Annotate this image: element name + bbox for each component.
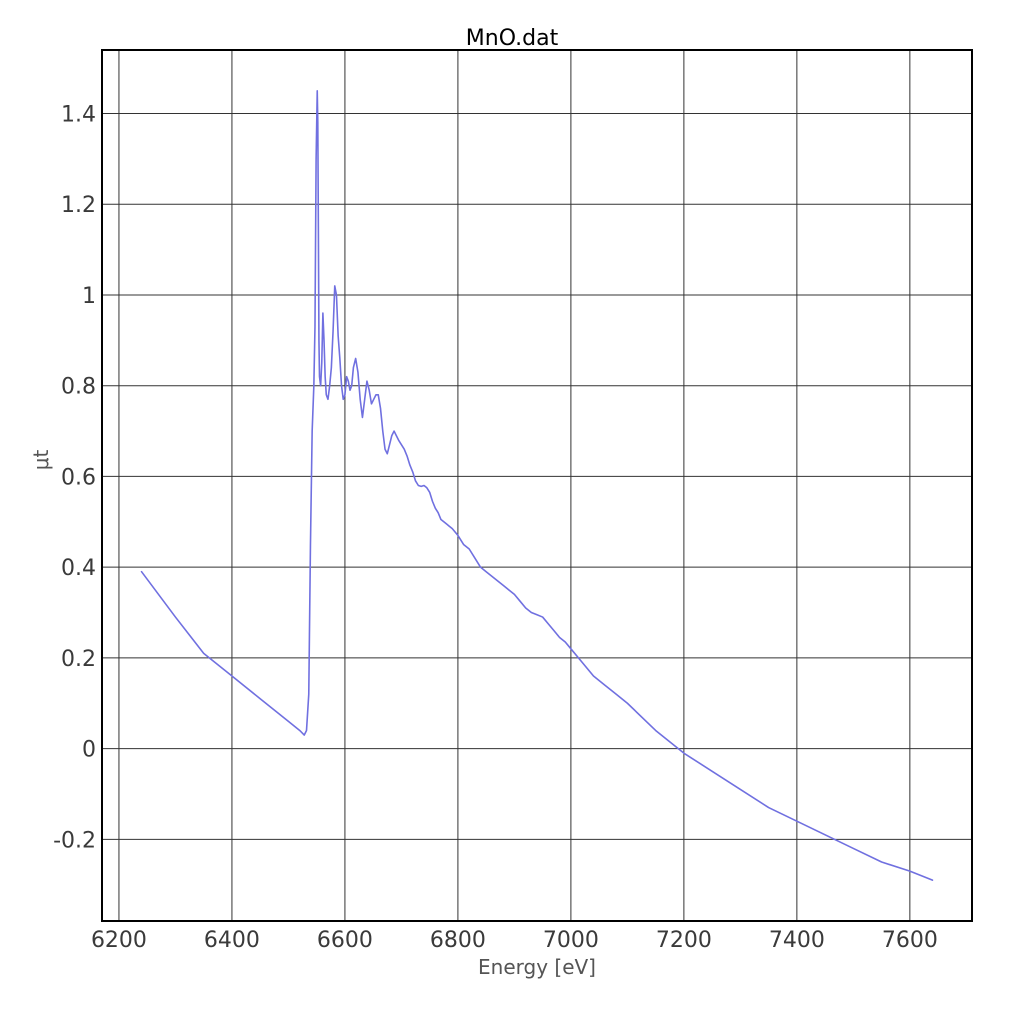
plot-frame [101, 49, 973, 922]
y-axis-title: μt [29, 450, 53, 471]
y-tick-label: 0.6 [61, 465, 96, 490]
series-line [140, 90, 934, 881]
y-tick-label: 1.2 [61, 193, 96, 218]
x-axis-title: Energy [eV] [478, 955, 596, 979]
x-tick-label: 6800 [430, 928, 486, 953]
y-tick-label: 0.8 [61, 375, 96, 400]
plot-area [140, 90, 934, 881]
y-tick-label: 0 [82, 738, 96, 763]
y-tick-label: 0.4 [61, 556, 96, 581]
chart-title: MnO.dat [466, 26, 559, 51]
x-tick-label: 6600 [317, 928, 373, 953]
y-tick-label: -0.2 [53, 828, 96, 853]
grid [102, 50, 972, 921]
x-tick-label: 6200 [91, 928, 147, 953]
y-tick-label: 1.4 [61, 103, 96, 128]
x-tick-label: 6400 [204, 928, 260, 953]
y-tick-label: 0.2 [61, 647, 96, 672]
x-tick-label: 7000 [543, 928, 599, 953]
y-tick-label: 1 [82, 284, 96, 309]
y-axis: -0.2 0 0.2 0.4 0.6 0.8 1 1.2 1.4 [53, 103, 96, 854]
x-tick-label: 7400 [769, 928, 825, 953]
x-tick-label: 7600 [882, 928, 938, 953]
x-tick-label: 7200 [656, 928, 712, 953]
x-axis: 6200 6400 6600 6800 7000 7200 7400 7600 [91, 928, 938, 953]
